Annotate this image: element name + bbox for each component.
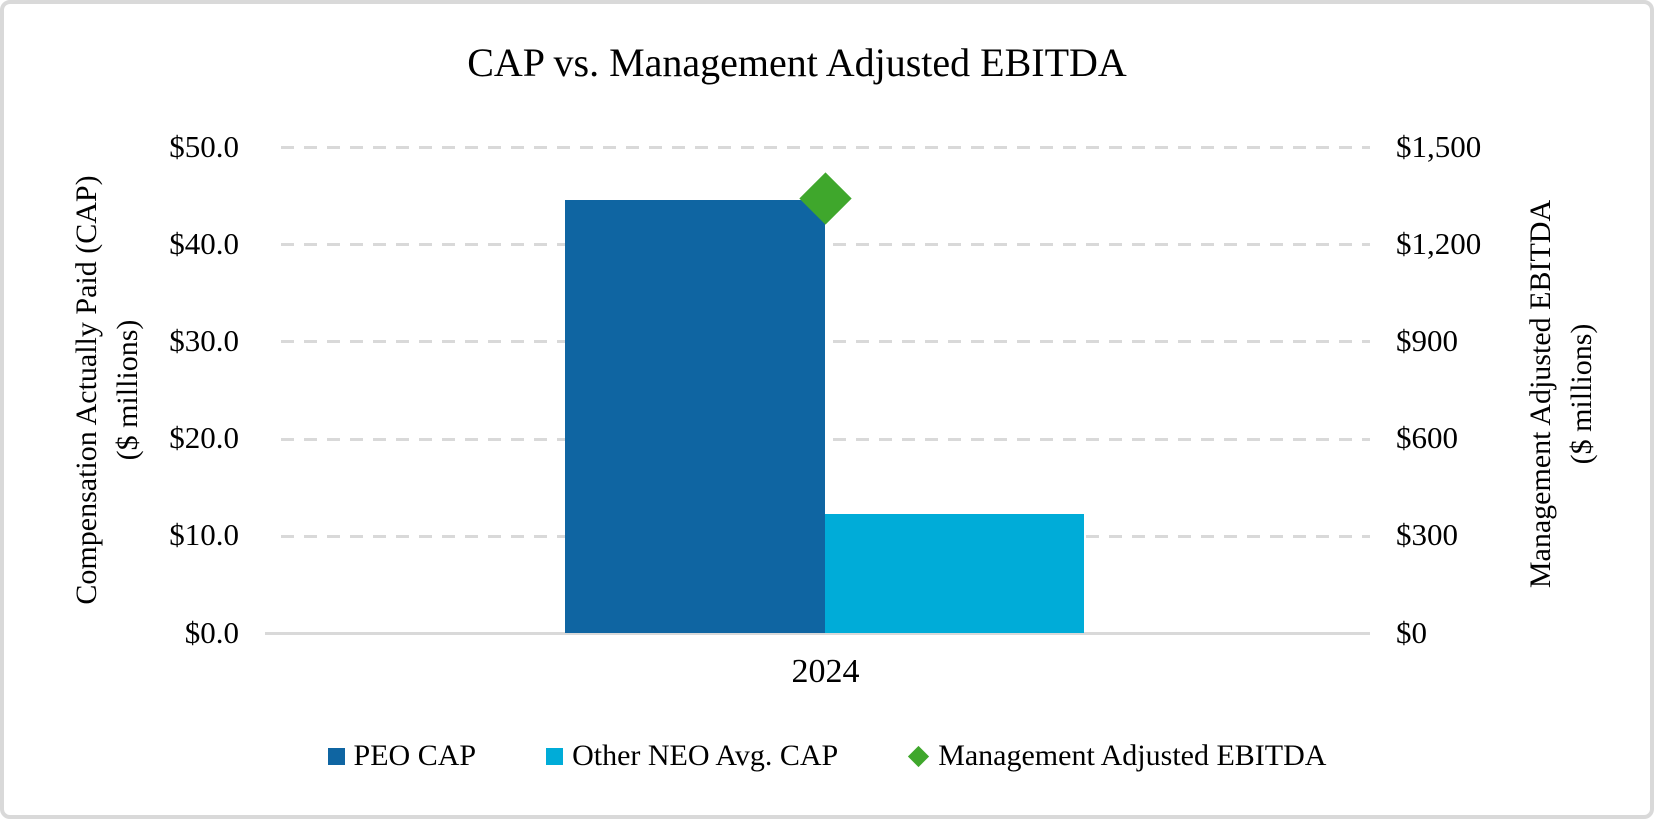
left-axis-title-line1: Compensation Actually Paid (CAP)	[70, 175, 103, 605]
left-axis-tick: $40.0	[169, 226, 239, 261]
x-axis-category-label: 2024	[791, 653, 860, 690]
gridline-40	[281, 243, 1370, 246]
right-axis-tick: $900	[1396, 323, 1458, 358]
gridline-30	[281, 340, 1370, 343]
ebitda-diamond-swatch-icon	[908, 745, 930, 767]
legend-label: Management Adjusted EBITDA	[938, 739, 1327, 772]
legend-label: PEO CAP	[353, 739, 477, 772]
right-axis-tick: $1,500	[1396, 129, 1482, 164]
right-axis-title: Management Adjusted EBITDA ($ millions)	[1520, 34, 1604, 754]
legend-item-other-neo-avg-cap: Other NEO Avg. CAP	[546, 736, 838, 776]
right-axis-title-line1: Management Adjusted EBITDA	[1524, 199, 1557, 589]
plot-area	[265, 146, 1370, 635]
right-axis-tick: $1,200	[1396, 226, 1482, 261]
left-axis-tick: $0.0	[184, 615, 239, 650]
left-axis-tick: $20.0	[169, 420, 239, 455]
left-axis-tick: $30.0	[169, 323, 239, 358]
gridline-20	[281, 438, 1370, 441]
right-axis-tick: $300	[1396, 517, 1458, 552]
left-axis-tick: $10.0	[169, 517, 239, 552]
bar-peo-cap	[565, 199, 825, 633]
gridline-50	[281, 146, 1370, 149]
left-axis-tick: $50.0	[169, 129, 239, 164]
peo-cap-swatch-icon	[327, 747, 345, 765]
bar-other-neo-avg-cap	[825, 514, 1084, 633]
other-neo-avg-cap-swatch-icon	[546, 747, 564, 765]
legend-item-peo-cap: PEO CAP	[327, 736, 477, 776]
right-axis-tick: $600	[1396, 420, 1458, 455]
right-axis-title-line2: ($ millions)	[1565, 323, 1598, 465]
chart-title: CAP vs. Management Adjusted EBITDA	[467, 40, 1127, 85]
x-axis-line	[265, 632, 1370, 635]
legend: PEO CAP Other NEO Avg. CAP Management Ad…	[4, 736, 1650, 776]
legend-label: Other NEO Avg. CAP	[572, 739, 839, 772]
left-axis-title-line2: ($ millions)	[111, 319, 144, 461]
right-axis-tick: $0	[1396, 615, 1427, 650]
legend-item-management-adjusted-ebitda: Management Adjusted EBITDA	[908, 736, 1326, 776]
left-axis-title: Compensation Actually Paid (CAP) ($ mill…	[66, 30, 150, 750]
